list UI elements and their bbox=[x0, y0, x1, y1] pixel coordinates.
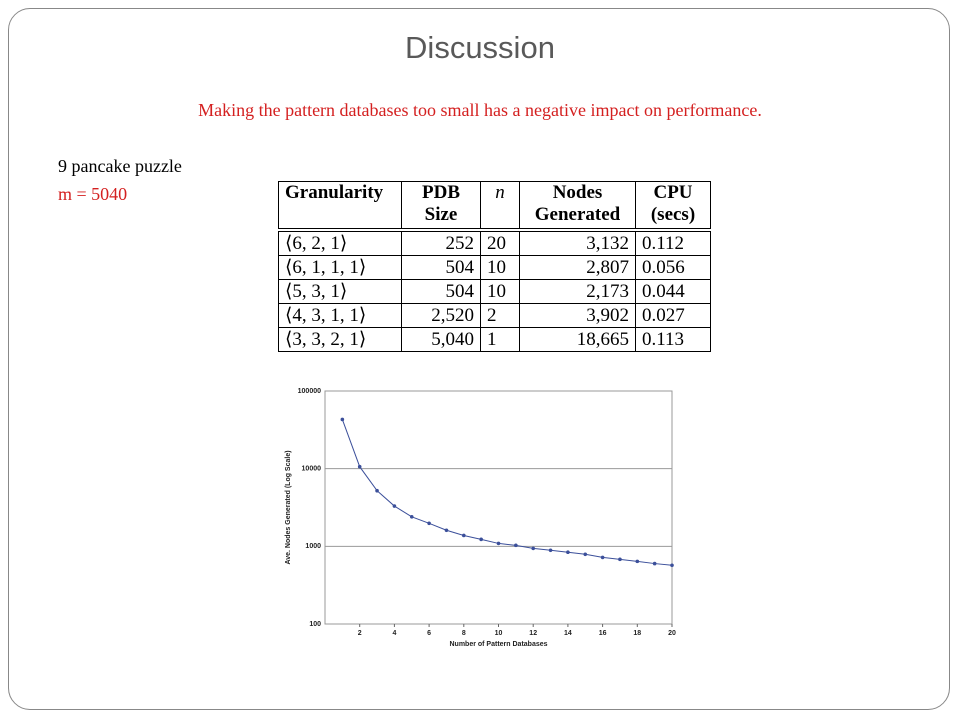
x-axis-label: Number of Pattern Databases bbox=[449, 641, 547, 648]
data-point bbox=[496, 541, 501, 546]
table-cell: ⟨3, 3, 2, 1⟩ bbox=[278, 327, 402, 352]
table-cell: 5,040 bbox=[401, 327, 481, 352]
header-cell: Granularity bbox=[278, 181, 402, 232]
slide-title: Discussion bbox=[405, 30, 555, 65]
data-point bbox=[548, 548, 553, 553]
note: 9 pancake puzzle bbox=[58, 156, 182, 176]
y-tick-label: 100 bbox=[309, 621, 321, 628]
table-cell: ⟨5, 3, 1⟩ bbox=[278, 279, 402, 304]
table-cell: 3,902 bbox=[519, 303, 636, 328]
data-point bbox=[531, 546, 535, 551]
table-cell: 252 bbox=[401, 229, 481, 256]
data-point bbox=[566, 550, 570, 555]
data-point bbox=[479, 537, 483, 542]
x-tick-label: 20 bbox=[668, 630, 676, 637]
table-cell: 20 bbox=[480, 229, 520, 256]
table-cell: 504 bbox=[401, 255, 481, 280]
table-row: ⟨3, 3, 2, 1⟩ 5,040 1 18,665 0.113 bbox=[278, 327, 711, 352]
y-axis-label: Ave. Nodes Generated (Log Scale) bbox=[285, 450, 292, 564]
x-tick-label: 12 bbox=[529, 630, 537, 637]
data-point bbox=[635, 559, 640, 564]
table-cell: 2,520 bbox=[401, 303, 481, 328]
table-cell: 0.113 bbox=[635, 327, 711, 352]
header-row: Granularity PDB Size n Nodes Generated CPU (… bbox=[278, 181, 711, 232]
x-tick-label: 2 bbox=[358, 630, 362, 637]
x-tick-label: 8 bbox=[462, 630, 466, 637]
x-tick-label: 18 bbox=[633, 630, 641, 637]
x-tick-label: 10 bbox=[495, 630, 503, 637]
table-cell: ⟨6, 1, 1, 1⟩ bbox=[278, 255, 402, 280]
slide-subtitle: Making the pattern databases too small h… bbox=[198, 100, 762, 120]
table-cell: 0.044 bbox=[635, 279, 711, 304]
table-cell: ⟨6, 2, 1⟩ bbox=[278, 229, 402, 256]
data-point bbox=[427, 521, 431, 526]
data-point bbox=[514, 543, 518, 548]
x-tick-label: 14 bbox=[564, 630, 572, 637]
x-tick-label: 4 bbox=[392, 630, 396, 637]
data-point bbox=[652, 561, 657, 566]
data-point bbox=[444, 528, 449, 533]
data-point bbox=[670, 563, 674, 568]
data-point bbox=[357, 464, 362, 469]
header-cell: CPU (secs) bbox=[635, 181, 711, 232]
header-cell: Nodes Generated bbox=[519, 181, 636, 232]
table-row: ⟨6, 2, 1⟩ 252 20 3,132 0.112 bbox=[278, 229, 711, 256]
data-point bbox=[583, 552, 588, 557]
y-tick-label: 10000 bbox=[302, 466, 322, 473]
header-cell: n bbox=[480, 181, 520, 232]
table-row: ⟨6, 1, 1, 1⟩ 504 10 2,807 0.056 bbox=[278, 255, 711, 280]
data-line bbox=[341, 419, 673, 566]
x-tick-label: 16 bbox=[599, 630, 607, 637]
results-table: Granularity PDB Size n Nodes Generated CPU (… bbox=[278, 181, 711, 352]
slide-frame bbox=[8, 8, 950, 710]
table-cell: 18,665 bbox=[519, 327, 636, 352]
data-point bbox=[600, 555, 605, 560]
table-cell: 2,173 bbox=[519, 279, 636, 304]
table-cell: 0.112 bbox=[635, 229, 711, 256]
data-point bbox=[462, 533, 466, 538]
table-row: ⟨5, 3, 1⟩ 504 10 2,173 0.044 bbox=[278, 279, 711, 304]
x-tick-label: 6 bbox=[427, 630, 431, 637]
y-tick-label: 1000 bbox=[305, 543, 321, 550]
note: m = 5040 bbox=[58, 184, 128, 204]
table-cell: 10 bbox=[480, 255, 520, 280]
plot-frame bbox=[324, 390, 673, 625]
data-point bbox=[392, 504, 397, 508]
table-row: ⟨4, 3, 1, 1⟩ 2,520 2 3,902 0.027 bbox=[278, 303, 711, 328]
data-point bbox=[618, 557, 622, 562]
data-point bbox=[409, 515, 414, 519]
header-cell: PDB Size bbox=[401, 181, 481, 232]
data-point bbox=[340, 417, 345, 422]
data-point bbox=[375, 488, 379, 493]
table-cell: 3,132 bbox=[519, 229, 636, 256]
y-tick-label: 100000 bbox=[298, 388, 321, 395]
table-cell: 0.027 bbox=[635, 303, 711, 328]
